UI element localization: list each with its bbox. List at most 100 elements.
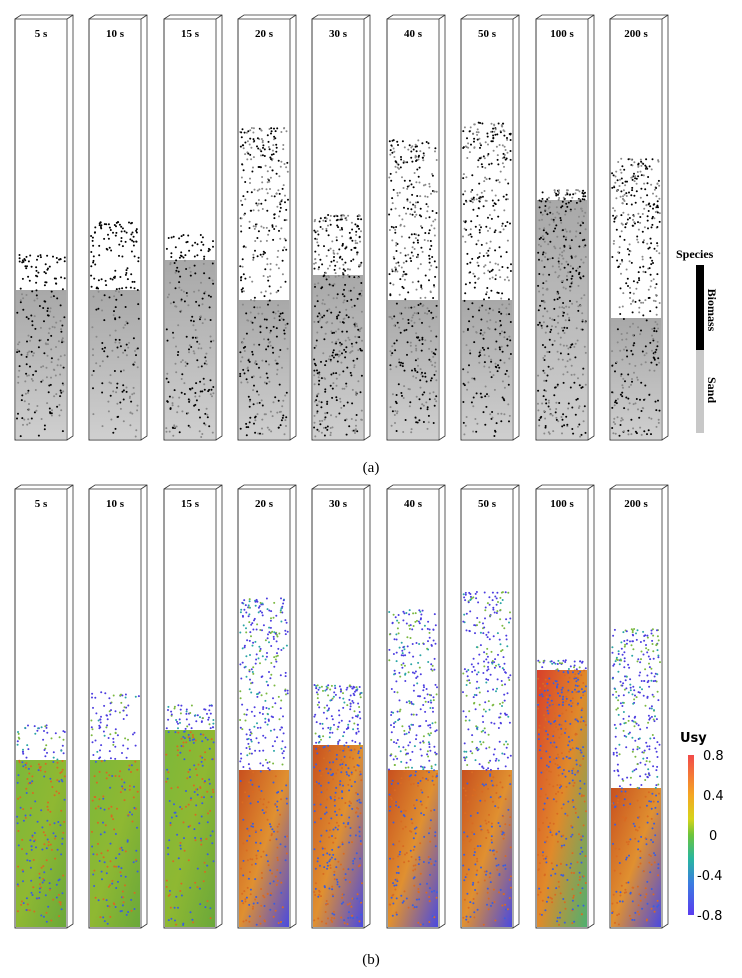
particle (248, 915, 251, 918)
particle (544, 346, 547, 349)
particle (414, 156, 417, 159)
particle (655, 409, 658, 412)
particle (646, 194, 649, 197)
particle (560, 416, 563, 418)
particle (622, 292, 625, 295)
particle (322, 426, 325, 429)
particle (398, 361, 401, 364)
particle (395, 241, 398, 244)
particle (578, 245, 581, 248)
particle (192, 921, 195, 924)
particle (265, 360, 268, 363)
particle (656, 211, 659, 214)
particle (496, 154, 499, 157)
particle (280, 747, 283, 750)
particle (271, 224, 274, 227)
particle (21, 848, 24, 851)
particle (259, 610, 262, 613)
particle (23, 400, 26, 403)
particle (188, 348, 190, 351)
particle (50, 848, 53, 851)
particle (627, 433, 630, 436)
particle (392, 147, 395, 150)
particle (470, 401, 473, 404)
particle (319, 803, 322, 806)
particle (39, 326, 42, 329)
particle (563, 311, 565, 314)
particle (272, 351, 275, 354)
particle (250, 740, 253, 743)
particle (118, 711, 121, 714)
particle (538, 227, 541, 230)
particle (265, 372, 268, 375)
particle (27, 767, 30, 770)
particle (416, 371, 419, 374)
particle (319, 226, 322, 228)
particle (350, 773, 353, 776)
particle (348, 800, 351, 803)
particle (494, 362, 497, 365)
particle (266, 426, 269, 429)
particle (286, 802, 288, 805)
particle (326, 411, 329, 414)
particle (248, 871, 251, 873)
particle (421, 371, 423, 374)
particle (120, 225, 123, 228)
particle (346, 923, 349, 926)
particle (262, 734, 265, 737)
particle (656, 323, 659, 326)
particle (245, 426, 248, 429)
particle (416, 619, 418, 622)
particle (419, 150, 422, 153)
particle (433, 745, 436, 748)
particle (417, 158, 420, 161)
particle (433, 668, 436, 671)
particle (561, 326, 563, 329)
particle (647, 288, 650, 291)
particle (102, 898, 105, 901)
particle (344, 339, 347, 342)
particle (124, 240, 127, 243)
particle (254, 225, 257, 228)
particle (467, 234, 470, 237)
particle (124, 788, 126, 791)
particle (654, 351, 657, 354)
particle (108, 750, 111, 753)
particle (421, 338, 424, 341)
particle (395, 660, 398, 663)
particle (388, 659, 391, 662)
particle (167, 919, 170, 922)
particle (357, 807, 360, 810)
particle (190, 704, 193, 707)
time-label: 30 s (329, 498, 348, 510)
particle (23, 258, 26, 260)
particle (643, 182, 646, 185)
particle (326, 309, 329, 312)
particle (354, 834, 357, 837)
particle (332, 695, 335, 698)
particle (128, 341, 130, 344)
particle (652, 207, 654, 210)
particle (423, 624, 426, 627)
particle (503, 331, 506, 334)
particle (256, 695, 259, 698)
particle (414, 143, 417, 146)
particle (644, 188, 647, 191)
particle (357, 328, 360, 331)
particle (427, 239, 429, 242)
particle (638, 311, 641, 314)
particle (356, 297, 359, 300)
particle (284, 746, 287, 749)
particle (28, 909, 31, 912)
particle (656, 244, 659, 247)
particle (205, 363, 208, 366)
particle (285, 425, 287, 427)
particle (90, 285, 93, 288)
particle (16, 417, 18, 420)
particle (335, 219, 338, 222)
particle (329, 688, 332, 691)
particle (506, 266, 509, 269)
particle (414, 416, 417, 419)
particle (541, 327, 543, 329)
particle (655, 195, 658, 198)
